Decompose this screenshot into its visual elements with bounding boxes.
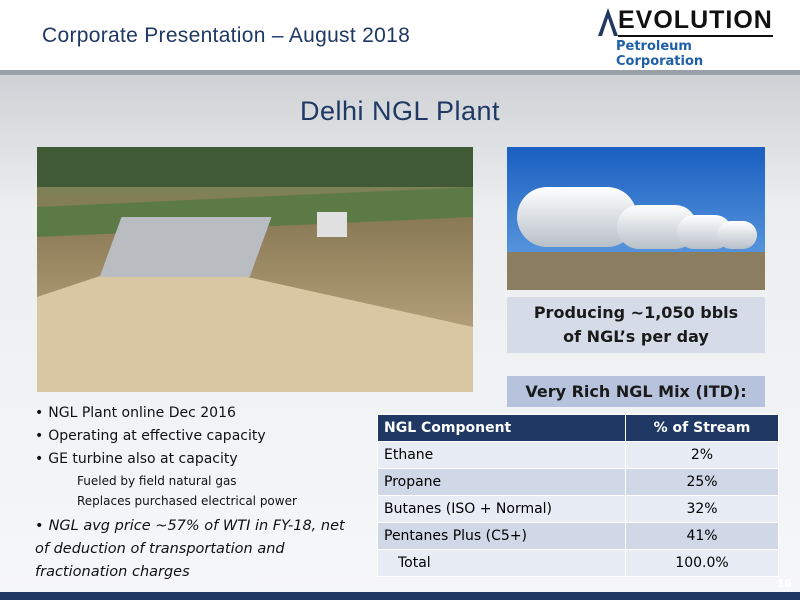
column-header: % of Stream [625,414,779,442]
bullet: NGL Plant online Dec 2016 [35,402,360,425]
logo-icon [598,8,618,36]
logo-name: EVOLUTION [618,6,773,37]
table-cell: 2% [625,441,779,469]
table-row: Pentanes Plus (C5+) 41% [377,522,779,550]
page-number: 16 [776,577,792,590]
bullet-list: NGL Plant online Dec 2016Operating at ef… [35,402,360,584]
table-title: Very Rich NGL Mix (ITD): [507,376,765,407]
logo: EVOLUTION Petroleum Corporation [598,6,783,69]
column-header: NGL Component [377,414,626,442]
table-cell: Ethane [377,441,626,469]
table-row: Butanes (ISO + Normal) 32% [377,495,779,523]
table-cell: Butanes (ISO + Normal) [377,495,626,523]
table-row: Total 100.0% [377,549,779,577]
callout-line: of NGL’s per day [563,327,709,346]
table-cell: 32% [625,495,779,523]
table-cell: Total [377,549,626,577]
header: Corporate Presentation – August 2018 EVO… [0,0,800,75]
ngl-table: NGL Component% of Stream Ethane 2% Propane 2… [377,414,779,577]
table-cell: 25% [625,468,779,496]
slide-title: Delhi NGL Plant [299,96,501,126]
table-cell: Propane [377,468,626,496]
table-cell: Pentanes Plus (C5+) [377,522,626,550]
footer-bar [0,592,800,600]
table-row: Ethane 2% [377,441,779,469]
callout-line: Producing ~1,050 bbls [533,303,739,322]
bullet: Operating at effective capacity [35,425,360,448]
logo-subtitle: Petroleum Corporation [616,39,704,69]
bullet: Fueled by field natural gas [77,474,237,488]
header-title: Corporate Presentation – August 2018 [42,24,411,47]
table-row: Propane 25% [377,468,779,496]
bullet: GE turbine also at capacity [35,448,360,471]
bullet: Replaces purchased electrical power [77,494,297,508]
table-cell: 100.0% [625,549,779,577]
callout: Producing ~1,050 bbls of NGL’s per day [507,297,765,353]
bullet: NGL avg price ~57% of WTI in FY-18, net … [35,515,360,584]
table-cell: 41% [625,522,779,550]
plant-photo [37,147,473,392]
tanks-photo [507,147,765,290]
table-header-row: NGL Component% of Stream [377,414,779,442]
